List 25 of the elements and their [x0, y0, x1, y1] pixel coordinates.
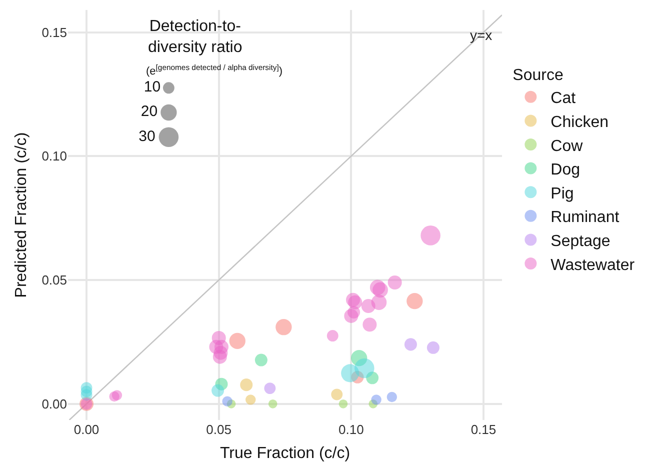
y-tick-label: 0.10 — [42, 148, 67, 164]
x-tick-label: 0.15 — [470, 422, 496, 437]
x-axis-title: True Fraction (c/c) — [220, 445, 350, 462]
y-tick-label: 0.00 — [42, 396, 67, 412]
legend-label: Dog — [550, 162, 580, 179]
legend-label: Cat — [550, 90, 576, 108]
legend-label: 30 — [138, 128, 156, 145]
legend-label: Ruminant — [550, 209, 620, 226]
annotation: Detection-to-diversity ratio — [148, 18, 242, 56]
annotation: (e$^{[genomes detected / alpha diversity]}$) — [146, 63, 283, 78]
series-label: y=x — [470, 27, 492, 43]
legend-label: Septage — [550, 232, 610, 250]
y-tick-label: 0.05 — [42, 272, 67, 288]
x-tick-label: 0.10 — [338, 422, 364, 437]
legend-label: Chicken — [550, 114, 608, 131]
legend-label: Pig — [550, 185, 574, 202]
y-axis-title: Predicted Fraction (c/c) — [13, 132, 30, 298]
x-tick-label: 0.05 — [206, 422, 232, 437]
legend-label: Wastewater — [550, 256, 636, 274]
legend-label: Cow — [550, 138, 584, 155]
y-tick-label: 0.15 — [42, 24, 67, 40]
x-tick-label: 0.00 — [74, 422, 100, 437]
legend-title: Source — [512, 67, 564, 84]
legend-label: 20 — [140, 103, 158, 120]
legend-label: 10 — [144, 78, 161, 96]
